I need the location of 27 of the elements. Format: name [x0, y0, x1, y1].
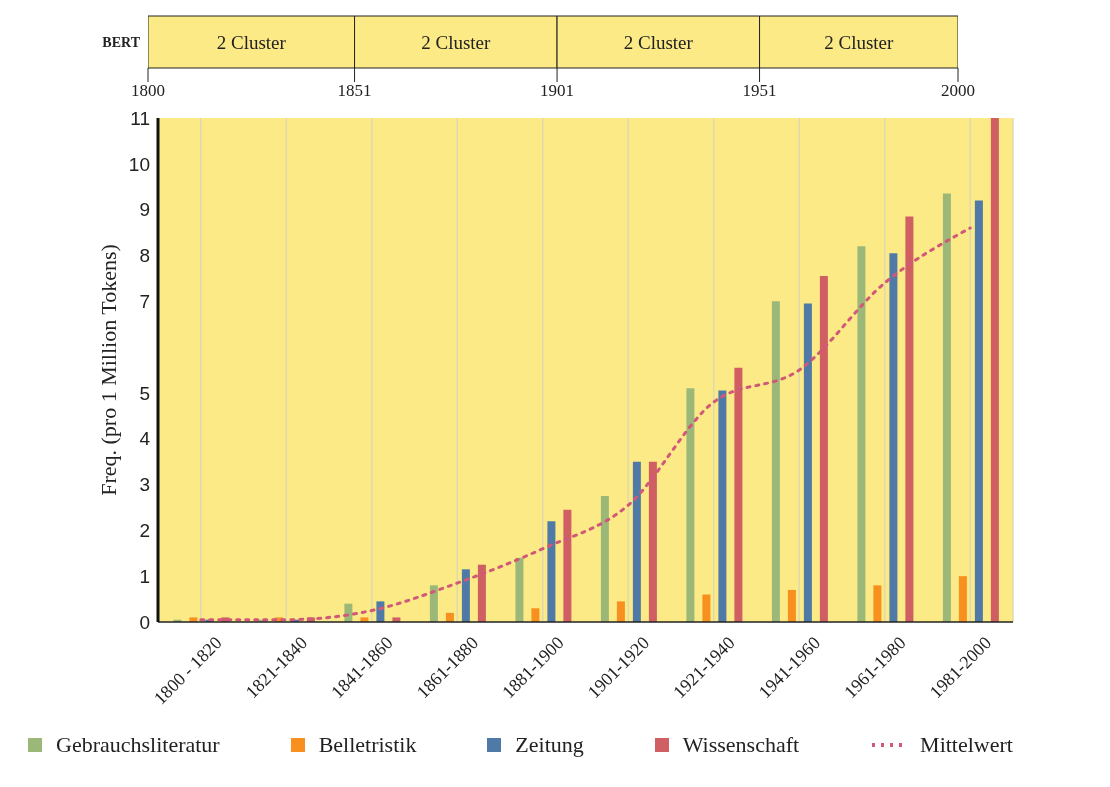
y-axis-title: Freq. (pro 1 Million Tokens)	[95, 244, 121, 496]
annotation: 2 Cluster	[824, 31, 895, 53]
y-tick-label: 10	[128, 153, 150, 175]
annotation: 2 Cluster	[421, 31, 492, 53]
y-tick-label: 8	[139, 245, 150, 267]
annotation: 2 Cluster	[216, 31, 287, 53]
y-tick-label: 3	[139, 474, 150, 496]
x-tick-label: 1800	[131, 81, 165, 101]
x-tick-label: 1901	[540, 81, 575, 101]
y-tick-label: 1	[139, 565, 150, 587]
y-tick-label: 0	[139, 611, 150, 633]
y-tick-label: 7	[139, 291, 150, 313]
y-tick-label: 9	[139, 199, 150, 221]
legend-label: Gebrauchsliteratur	[55, 732, 220, 758]
y-tick-label: 4	[139, 428, 151, 450]
x-tick-label: 2000	[941, 81, 975, 101]
x-tick-label: 1951	[742, 81, 777, 101]
x-tick-label: 1851	[337, 81, 372, 101]
y-tick-label: BERT	[102, 34, 141, 50]
legend-label: Belletristik	[317, 732, 417, 758]
legend-label: Mittelwert	[919, 732, 1013, 758]
y-tick-label: 11	[130, 107, 150, 129]
legend-label: Wissenschaft	[681, 732, 800, 758]
y-tick-label: 2	[139, 520, 150, 542]
annotation: 2 Cluster	[623, 31, 694, 53]
y-tick-label: 5	[139, 382, 150, 404]
legend-label: Zeitung	[514, 732, 584, 758]
